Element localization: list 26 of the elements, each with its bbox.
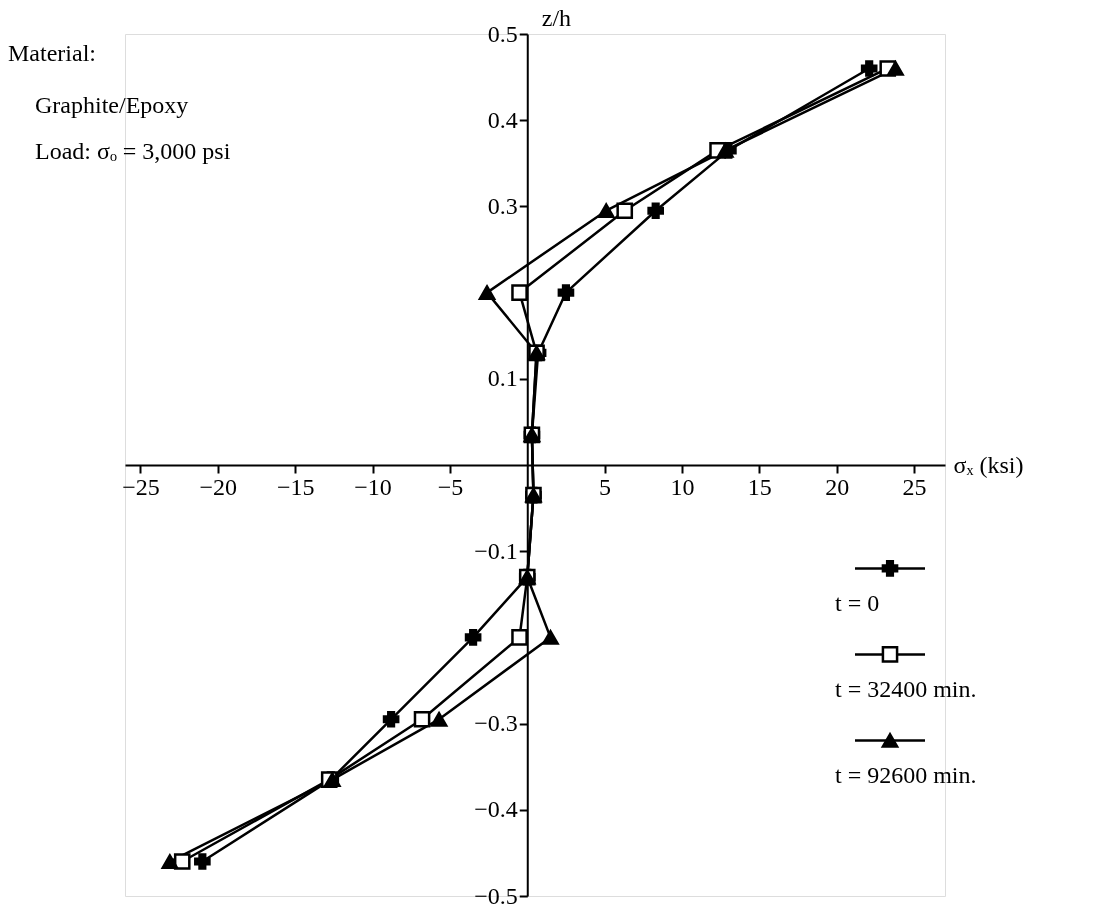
y-tick-label: −0.4: [474, 796, 518, 823]
x-tick-label: −25: [122, 473, 160, 500]
y-tick-label: 0.5: [487, 20, 518, 47]
x-tick-label: 10: [670, 473, 695, 500]
x-tick-label: −5: [437, 473, 464, 500]
y-tick-label: −0.3: [474, 710, 518, 737]
y-tick-label: 0.3: [487, 192, 518, 219]
legend-label: t = 0: [835, 590, 880, 617]
x-tick-label: 25: [902, 473, 927, 500]
legend-label: t = 92600 min.: [835, 762, 977, 789]
y-tick-label: −0.5: [474, 882, 518, 909]
y-tick-label: 0.4: [487, 106, 518, 133]
legend-label: t = 32400 min.: [835, 676, 977, 703]
y-tick-label: 0.1: [487, 365, 518, 392]
y-axis-title: z/h: [541, 4, 572, 31]
x-tick-label: −20: [199, 473, 238, 500]
x-axis-title: σₓ (ksi): [953, 451, 1024, 478]
x-tick-label: 5: [599, 473, 612, 500]
text: Material:: [8, 40, 96, 66]
y-tick-label: −0.1: [474, 537, 518, 564]
annotation: Graphite/Epoxy: [35, 92, 189, 118]
x-tick-label: −10: [354, 473, 392, 500]
x-tick-label: 20: [825, 473, 850, 500]
x-tick-label: 15: [747, 473, 772, 500]
annotation: Load: σₒ = 3,000 psi: [35, 138, 231, 164]
x-tick-label: −15: [276, 473, 315, 500]
